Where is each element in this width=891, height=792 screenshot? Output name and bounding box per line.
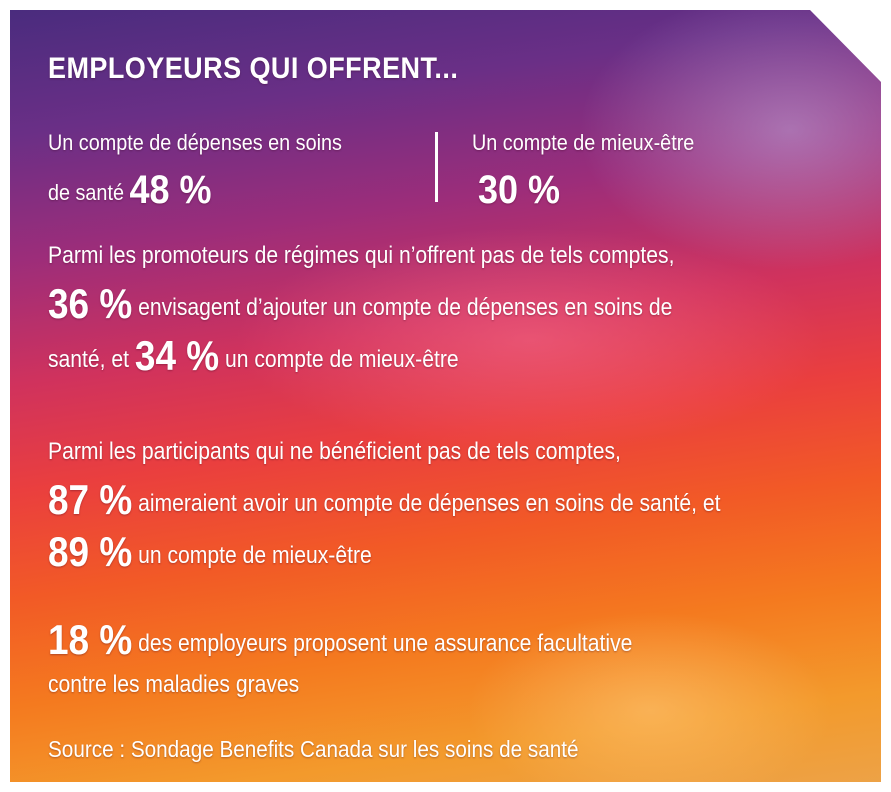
participants-value-2: 89 % — [48, 528, 133, 575]
critical-line1: 18 % des employeurs proposent une assura… — [48, 616, 632, 668]
sponsors-text-1b: santé, et — [48, 346, 130, 373]
critical-paragraph: 18 % des employeurs proposent une assura… — [48, 616, 632, 702]
stat-divider — [435, 132, 438, 202]
critical-text-2: contre les maladies graves — [48, 671, 300, 698]
source-note: Source : Sondage Benefits Canada sur les… — [48, 736, 579, 762]
sponsors-text-2: un compte de mieux-être — [225, 346, 459, 373]
stat-right-label: Un compte de mieux-être — [472, 130, 695, 155]
stat-left-row: de santé 48 % — [48, 168, 212, 213]
sponsors-line2: 36 % envisagent d’ajouter un compte de d… — [48, 280, 674, 332]
participants-paragraph: Parmi les participants qui ne bénéficien… — [48, 428, 720, 580]
critical-value: 18 % — [48, 616, 133, 663]
infographic-title: EMPLOYEURS QUI OFFRENT... — [48, 52, 459, 85]
sponsors-line3: santé, et 34 % un compte de mieux-être — [48, 332, 674, 384]
participants-intro: Parmi les participants qui ne bénéficien… — [48, 438, 621, 465]
sponsors-value-1: 36 % — [48, 280, 133, 327]
sponsors-value-2: 34 % — [134, 332, 220, 379]
stat-left-value: 48 % — [129, 168, 212, 212]
critical-text-1: des employeurs proposent une assurance f… — [138, 630, 633, 657]
infographic-card: EMPLOYEURS QUI OFFRENT... Un compte de d… — [10, 10, 881, 782]
stat-left-label-line2: de santé — [48, 180, 124, 205]
stat-right-value: 30 % — [478, 168, 561, 212]
participants-text-2: un compte de mieux-être — [138, 542, 372, 569]
sponsors-text-1: envisagent d’ajouter un compte de dépens… — [138, 294, 673, 321]
participants-line3: 89 % un compte de mieux-être — [48, 528, 720, 580]
participants-line2: 87 % aimeraient avoir un compte de dépen… — [48, 476, 720, 528]
sponsors-intro: Parmi les promoteurs de régimes qui n’of… — [48, 242, 675, 269]
sponsors-paragraph: Parmi les promoteurs de régimes qui n’of… — [48, 232, 674, 384]
participants-text-1: aimeraient avoir un compte de dépenses e… — [138, 490, 721, 517]
participants-value-1: 87 % — [48, 476, 133, 523]
stat-right-row: 30 % — [478, 168, 560, 213]
stat-left-label-line1: Un compte de dépenses en soins — [48, 130, 342, 155]
